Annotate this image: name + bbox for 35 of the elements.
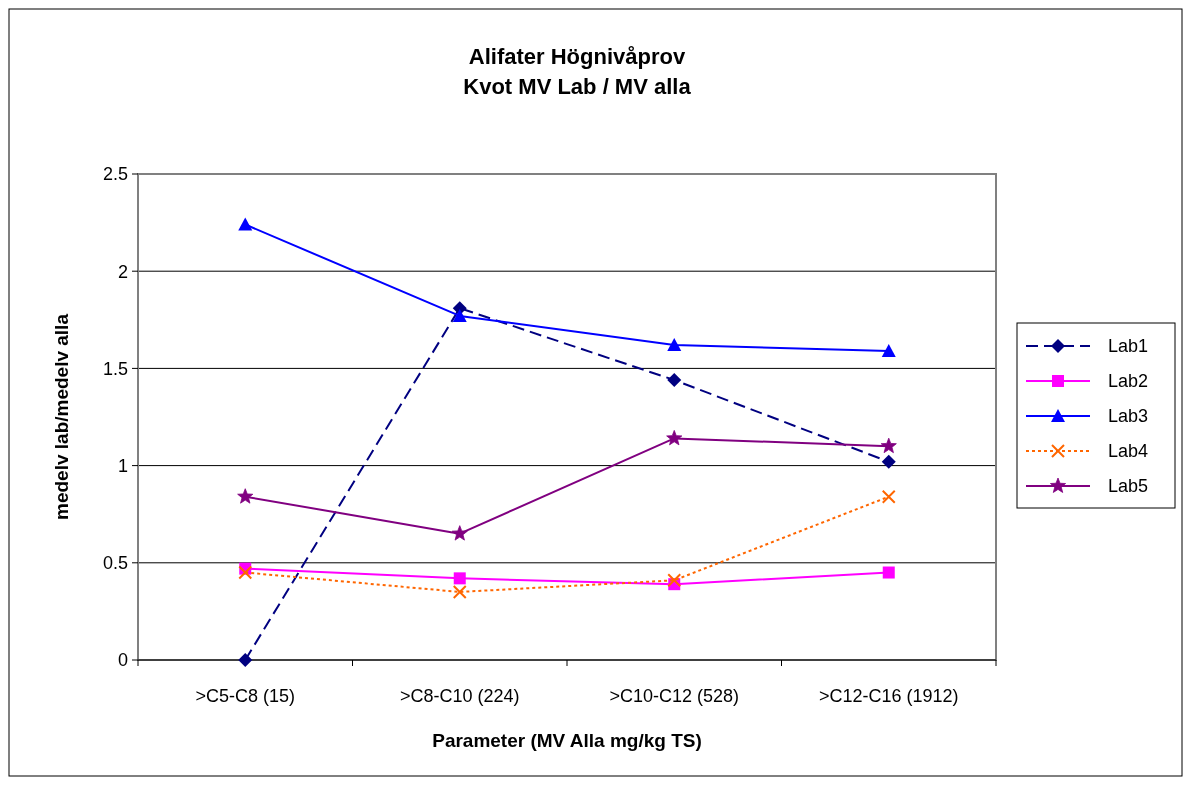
point — [238, 653, 253, 667]
point — [667, 373, 682, 388]
point — [451, 525, 468, 541]
point — [880, 437, 897, 454]
y-tick-label: 0 — [117, 650, 128, 671]
y-tick-label: 2.5 — [102, 164, 128, 185]
point — [238, 565, 253, 580]
point — [882, 566, 895, 579]
legend-label: Lab2 — [1108, 371, 1149, 392]
x-tick-label: >C10-C12 (528) — [609, 686, 740, 706]
point — [453, 572, 466, 585]
point — [881, 489, 896, 504]
point — [667, 338, 682, 352]
point — [667, 573, 682, 588]
x-axis-title: Parameter (MV Alla mg/kg TS) — [432, 730, 702, 751]
legend-label: Lab1 — [1108, 336, 1149, 357]
y-tick-label: 2 — [117, 261, 128, 282]
point — [237, 488, 254, 504]
chart-title: Alifater Högnivåprov Kvot MV Lab / MV alla — [463, 44, 692, 99]
x-tick-label: >C8-C10 (224) — [399, 686, 520, 706]
legend-label: Lab4 — [1108, 441, 1149, 462]
point — [881, 343, 896, 357]
y-tick-label: 1 — [117, 455, 128, 476]
point — [666, 429, 683, 446]
point — [452, 308, 467, 322]
legend-label: Lab3 — [1108, 406, 1149, 427]
y-tick-label: 1.5 — [102, 358, 128, 379]
point — [452, 584, 467, 599]
y-tick-label: 0.5 — [102, 553, 128, 574]
point — [238, 217, 253, 231]
y-axis-title: medelv lab/medelv alla — [51, 313, 72, 520]
x-tick-label: >C12-C16 (1912) — [818, 686, 959, 706]
legend-label: Lab5 — [1108, 476, 1149, 497]
point — [881, 454, 896, 469]
x-tick-label: >C5-C8 (15) — [195, 686, 296, 706]
